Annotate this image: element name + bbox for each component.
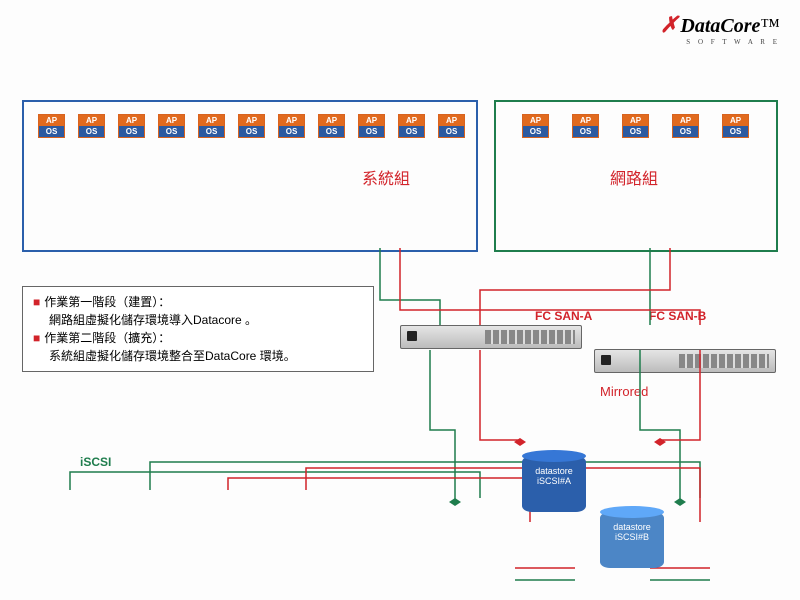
iscsi-label: iSCSI <box>80 455 111 469</box>
ap-os-badge: APOS <box>318 114 345 138</box>
ap-os-badge: APOS <box>278 114 305 138</box>
note-line-2: ■作業第二階段（擴充）： <box>33 329 363 347</box>
ap-os-badge: APOS <box>438 114 465 138</box>
mirrored-label: Mirrored <box>600 384 648 399</box>
logo-mark: ✗ <box>660 12 678 37</box>
logo-tag: S O F T W A R E <box>660 38 780 46</box>
phase-note-box: ■作業第一階段（建置）： 網路組虛擬化儲存環境導入Datacore 。 ■作業第… <box>22 286 374 372</box>
ap-os-badge: APOS <box>358 114 385 138</box>
ap-os-badge: APOS <box>238 114 265 138</box>
fc-san-a-switch <box>400 325 582 349</box>
fc-san-b-label: FC SAN-B <box>649 309 706 323</box>
note-line-1: ■作業第一階段（建置）： <box>33 293 363 311</box>
ap-os-badge: APOS <box>522 114 549 138</box>
datacore-logo: ✗DataCore™ S O F T W A R E <box>660 12 780 46</box>
ap-os-badge: APOS <box>722 114 749 138</box>
ap-os-badge: APOS <box>672 114 699 138</box>
fc-san-a-label: FC SAN-A <box>535 309 592 323</box>
network-group-label: 網路組 <box>610 165 658 189</box>
ap-os-badge: APOS <box>78 114 105 138</box>
ap-os-badge: APOS <box>118 114 145 138</box>
datastore-cylinder: datastore iSCSI#B <box>600 512 664 568</box>
ap-os-badge: APOS <box>38 114 65 138</box>
ap-os-badge: APOS <box>198 114 225 138</box>
datastore-cylinder: datastore iSCSI#A <box>522 456 586 512</box>
ap-os-badge: APOS <box>398 114 425 138</box>
system-group-label: 系統組 <box>362 165 410 189</box>
logo-brand: DataCore <box>680 15 760 37</box>
ap-os-badge: APOS <box>158 114 185 138</box>
note-line-2b: 系統組虛擬化儲存環境整合至DataCore 環境。 <box>33 347 363 365</box>
ap-os-badge: APOS <box>622 114 649 138</box>
ap-os-badge: APOS <box>572 114 599 138</box>
note-line-1b: 網路組虛擬化儲存環境導入Datacore 。 <box>33 311 363 329</box>
fc-san-b-switch <box>594 349 776 373</box>
